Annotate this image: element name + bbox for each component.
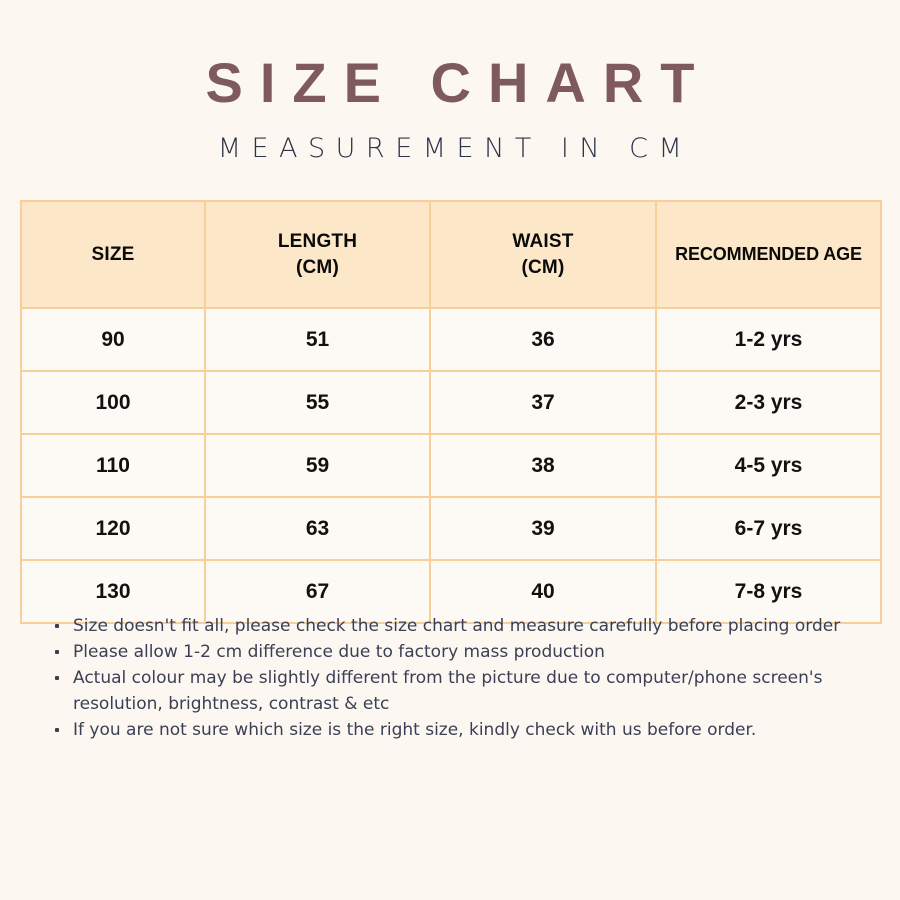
cell-length: 63 [205, 497, 431, 561]
list-item: Size doesn't fit all, please check the s… [52, 613, 882, 639]
cell-waist: 38 [430, 434, 657, 498]
cell-age: 4-5 yrs [656, 434, 881, 498]
column-header-length-line1: LENGTH [277, 230, 358, 252]
note-text: If you are not sure which size is the ri… [73, 720, 757, 740]
size-table: SIZE LENGTH (CM) WAIST (CM) RECOMMENDED … [20, 200, 882, 624]
cell-size: 100 [21, 371, 206, 435]
column-header-size-line1: SIZE [91, 243, 135, 265]
cell-size: 130 [21, 560, 206, 623]
table-row: 110 59 38 4-5 yrs [21, 434, 881, 498]
cell-size: 120 [21, 497, 206, 561]
column-header-size: SIZE [21, 201, 206, 309]
list-item: If you are not sure which size is the ri… [52, 717, 882, 743]
cell-age: 7-8 yrs [656, 560, 881, 623]
cell-size: 110 [21, 434, 206, 498]
cell-length: 51 [205, 308, 431, 372]
cell-size: 90 [21, 308, 206, 372]
note-text: Please allow 1-2 cm difference due to fa… [73, 642, 605, 662]
note-text: Actual colour may be slightly different … [73, 668, 823, 714]
cell-length: 67 [205, 560, 431, 623]
table-row: 130 67 40 7-8 yrs [21, 560, 881, 623]
column-header-length-line2: (CM) [295, 256, 339, 278]
cell-waist: 37 [430, 371, 657, 435]
table-row: 90 51 36 1-2 yrs [21, 308, 881, 372]
page-title: SIZE CHART [205, 51, 712, 114]
table-header-row: SIZE LENGTH (CM) WAIST (CM) RECOMMENDED … [21, 201, 881, 309]
list-item: Please allow 1-2 cm difference due to fa… [52, 639, 882, 665]
cell-age: 1-2 yrs [656, 308, 881, 372]
column-header-length: LENGTH (CM) [205, 201, 431, 309]
column-header-recommended-age: RECOMMENDED AGE [656, 201, 881, 309]
column-header-waist: WAIST (CM) [430, 201, 657, 309]
column-header-waist-line1: WAIST [512, 230, 574, 252]
cell-waist: 40 [430, 560, 657, 623]
bullet-icon [55, 624, 59, 628]
cell-waist: 39 [430, 497, 657, 561]
cell-age: 2-3 yrs [656, 371, 881, 435]
notes-list: Size doesn't fit all, please check the s… [52, 613, 882, 743]
list-item: Actual colour may be slightly different … [52, 665, 882, 717]
size-table-container: SIZE LENGTH (CM) WAIST (CM) RECOMMENDED … [20, 200, 882, 624]
cell-waist: 36 [430, 308, 657, 372]
note-text: Size doesn't fit all, please check the s… [73, 616, 841, 636]
bullet-icon [55, 676, 59, 680]
column-header-age-line1: RECOMMENDED AGE [675, 244, 862, 265]
table-row: 100 55 37 2-3 yrs [21, 371, 881, 435]
cell-length: 59 [205, 434, 431, 498]
table-row: 120 63 39 6-7 yrs [21, 497, 881, 561]
bullet-icon [55, 728, 59, 732]
column-header-waist-line2: (CM) [521, 256, 565, 278]
cell-age: 6-7 yrs [656, 497, 881, 561]
bullet-icon [55, 650, 59, 654]
page-subtitle: MEASUREMENT IN CM [217, 132, 693, 164]
page-heading: SIZE CHART MEASUREMENT IN CM [0, 0, 900, 164]
cell-length: 55 [205, 371, 431, 435]
